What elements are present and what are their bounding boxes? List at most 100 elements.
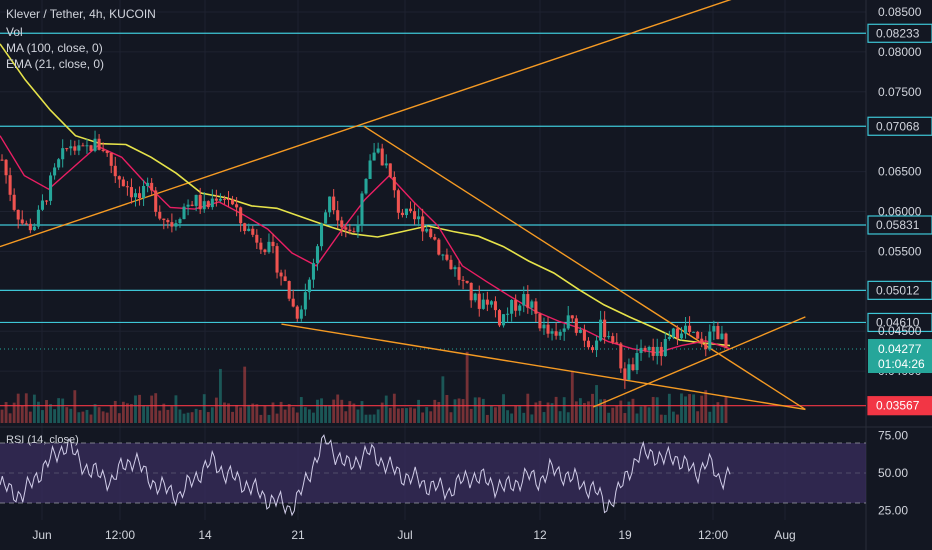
volume-bar bbox=[534, 402, 538, 423]
candle bbox=[421, 216, 425, 232]
volume-bar bbox=[465, 351, 469, 423]
candle bbox=[453, 267, 457, 270]
candle bbox=[97, 138, 101, 150]
candle bbox=[582, 329, 586, 341]
candle bbox=[538, 313, 542, 329]
trendline-lower-descending bbox=[281, 323, 806, 411]
volume-bar bbox=[97, 407, 101, 423]
candle bbox=[542, 324, 546, 329]
candle bbox=[655, 346, 659, 356]
volume-bar bbox=[320, 398, 323, 423]
candle bbox=[360, 193, 364, 225]
volume-bar bbox=[275, 413, 279, 423]
candle bbox=[445, 254, 449, 260]
volume-bar bbox=[494, 407, 497, 423]
price-tick-label: 0.07500 bbox=[878, 85, 922, 99]
volume-bar bbox=[340, 399, 344, 423]
volume-bar bbox=[587, 401, 590, 423]
candle bbox=[546, 324, 550, 334]
time-axis: Jun 12:00 14 21 Jul 12 19 12:00 Aug bbox=[32, 528, 795, 542]
level-badge bbox=[867, 116, 932, 136]
volume-bar bbox=[558, 411, 562, 423]
volume-bar bbox=[28, 411, 32, 423]
time-tick-label: Jun bbox=[32, 528, 51, 542]
candle bbox=[20, 219, 24, 224]
volume-bar bbox=[227, 403, 230, 423]
volume-bar bbox=[24, 393, 28, 423]
volume-bar bbox=[291, 407, 295, 423]
candle bbox=[307, 279, 311, 293]
candle bbox=[125, 186, 129, 188]
volume-bar bbox=[514, 405, 518, 423]
candle bbox=[607, 336, 611, 338]
volume-bar bbox=[599, 399, 603, 423]
volume-bar bbox=[117, 413, 121, 423]
volume-bar bbox=[659, 414, 663, 423]
candle bbox=[198, 194, 202, 210]
candle bbox=[259, 242, 263, 250]
volume-bar bbox=[542, 412, 546, 423]
candle bbox=[408, 208, 413, 212]
legend-ema21[interactable]: EMA (21, close, 0) bbox=[6, 57, 105, 71]
candle bbox=[647, 346, 651, 351]
volume-bar bbox=[372, 414, 376, 423]
volume-bar bbox=[635, 413, 639, 423]
current-price-badge[interactable] bbox=[868, 339, 932, 374]
legend-ma100[interactable]: MA (100, close, 0) bbox=[6, 41, 103, 55]
time-tick-label: Jul bbox=[397, 528, 412, 542]
candle bbox=[372, 152, 376, 161]
candle bbox=[599, 319, 603, 341]
legend-rsi[interactable]: RSI (14, close) bbox=[6, 434, 79, 446]
volume-bar bbox=[667, 393, 671, 423]
volume-bar bbox=[684, 396, 687, 423]
candle bbox=[566, 315, 570, 329]
symbol-title[interactable]: Klever / Tether, 4h, KUCOIN bbox=[6, 7, 156, 21]
candle bbox=[595, 340, 599, 351]
countdown-label: 01:04:26 bbox=[878, 357, 925, 371]
candle bbox=[522, 294, 526, 306]
candle bbox=[501, 314, 506, 326]
candle bbox=[133, 193, 138, 198]
legend-volume[interactable]: Vol bbox=[6, 25, 23, 39]
volume-bar bbox=[85, 409, 89, 423]
candle bbox=[202, 201, 206, 210]
volume-bar bbox=[316, 399, 319, 423]
candle bbox=[40, 200, 45, 210]
volume-bar bbox=[692, 394, 696, 423]
candle bbox=[679, 333, 684, 339]
candle bbox=[562, 328, 566, 332]
volume-bar bbox=[101, 411, 105, 423]
volume-bar bbox=[150, 395, 154, 423]
candle bbox=[429, 229, 433, 238]
volume-bar bbox=[550, 403, 554, 423]
volume-bar bbox=[283, 409, 287, 423]
volume-bar bbox=[671, 411, 675, 423]
volume-bar bbox=[538, 400, 542, 423]
candle bbox=[578, 329, 582, 333]
volume-bar bbox=[130, 404, 133, 423]
candle bbox=[603, 319, 607, 338]
volume-bar bbox=[409, 407, 412, 423]
time-tick-label: 19 bbox=[618, 528, 632, 542]
volume-bar bbox=[623, 413, 627, 423]
price-tick-label: 0.08500 bbox=[878, 5, 922, 19]
candle bbox=[627, 364, 631, 380]
candle bbox=[291, 298, 295, 307]
price-tick-label: 0.06000 bbox=[878, 205, 922, 219]
candle bbox=[590, 347, 595, 351]
candle bbox=[311, 263, 315, 280]
volume-bar bbox=[32, 394, 36, 423]
volume-bar bbox=[77, 412, 81, 423]
volume-bar bbox=[453, 399, 457, 423]
candle bbox=[615, 342, 619, 344]
volume-bar bbox=[364, 414, 368, 423]
candle bbox=[267, 241, 271, 253]
price-axis: 75.00 50.00 25.00 0.08233 0.07068 0.05831 0.05… bbox=[867, 5, 932, 518]
candle bbox=[101, 149, 105, 151]
rsi-tick-label: 50.00 bbox=[878, 466, 908, 480]
volume-bar bbox=[178, 409, 182, 423]
volume-bar bbox=[4, 402, 8, 423]
candle bbox=[239, 207, 243, 224]
